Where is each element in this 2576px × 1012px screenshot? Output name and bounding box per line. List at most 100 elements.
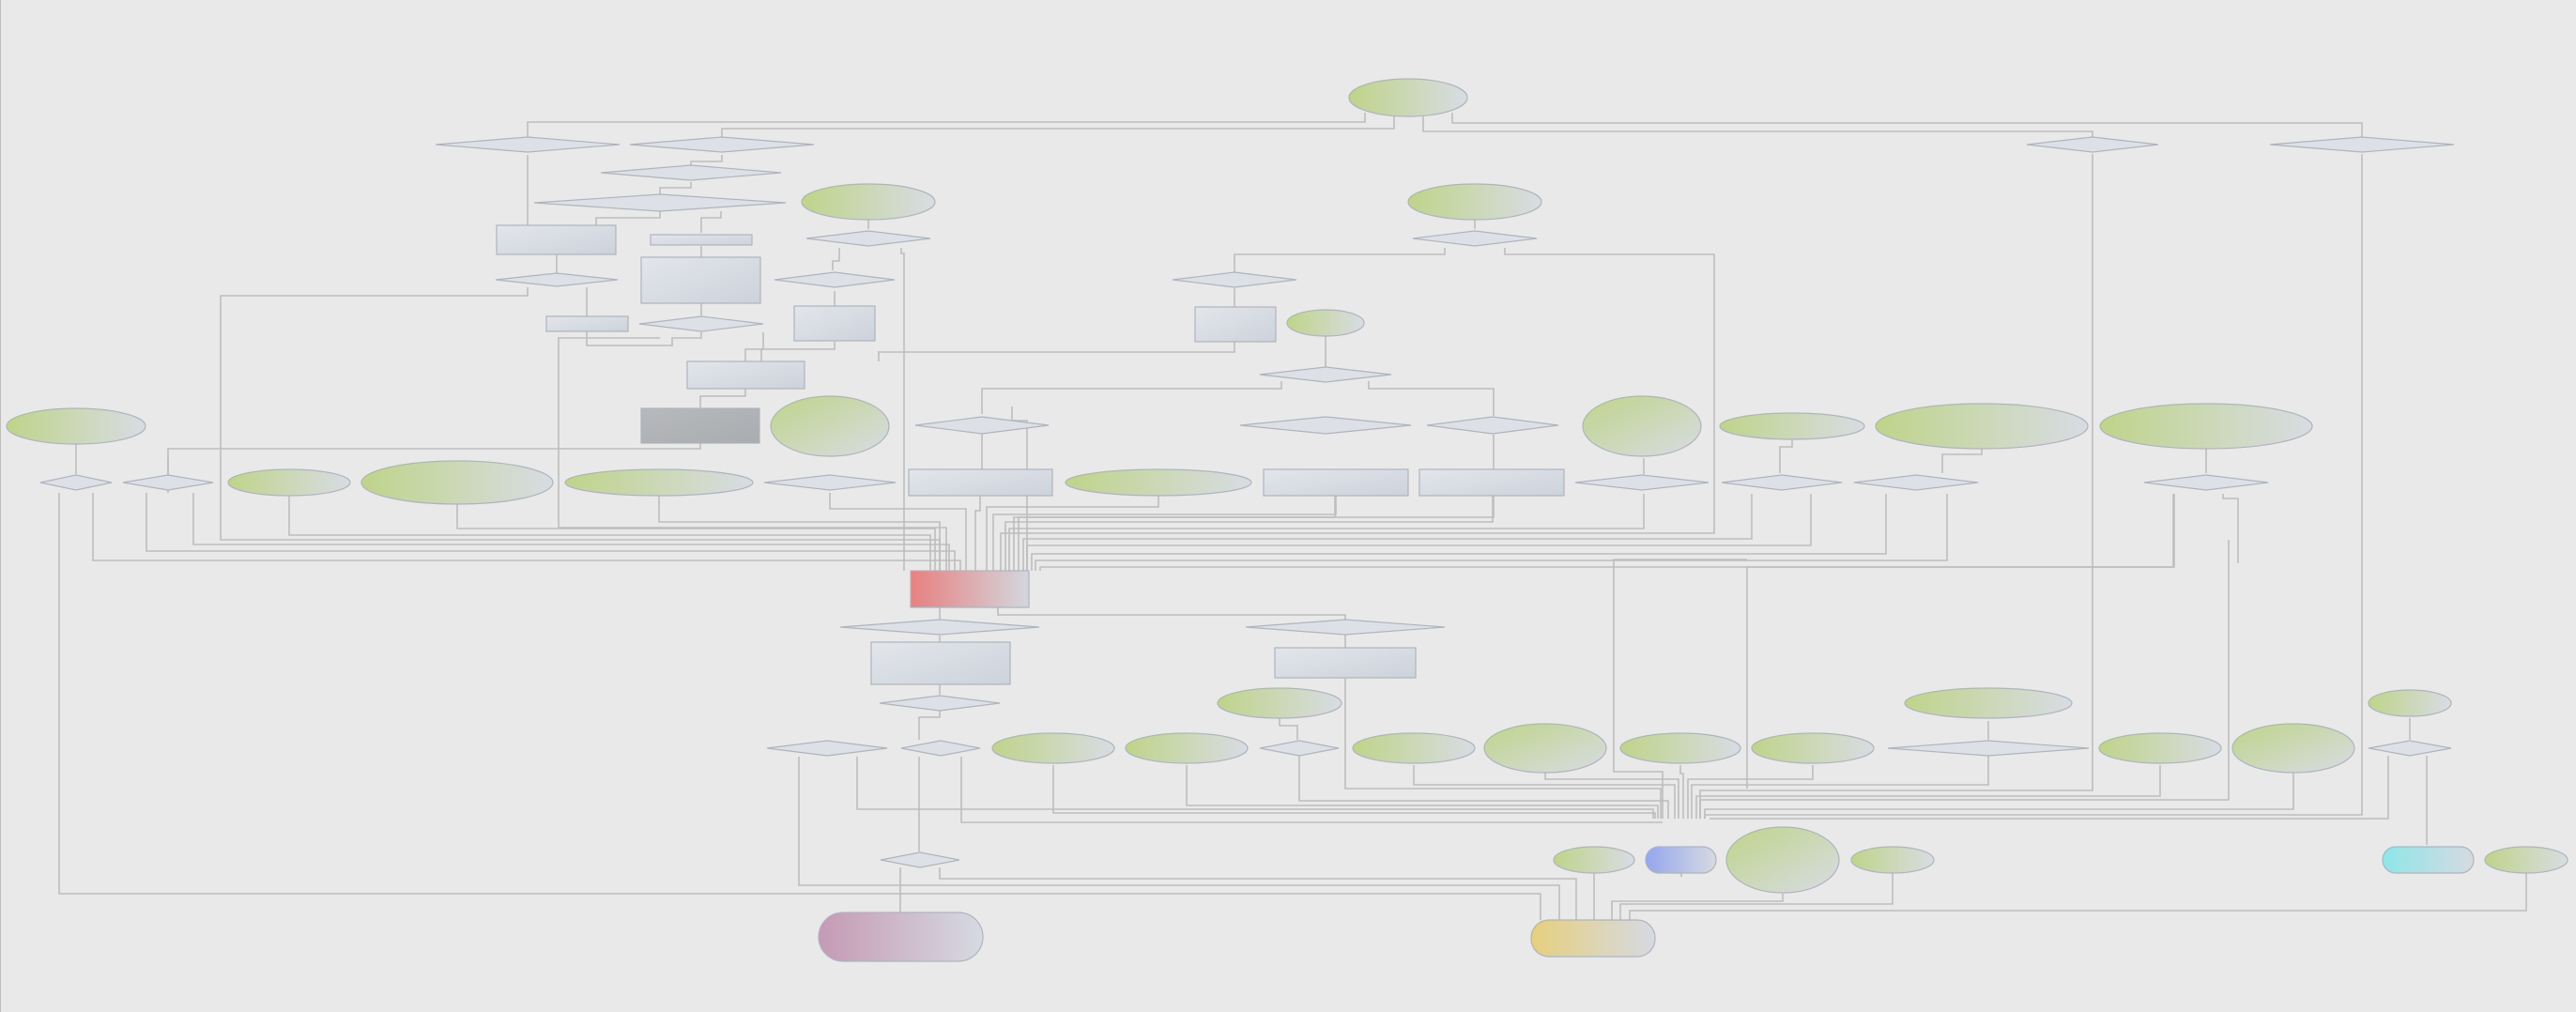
diamond-node[interactable]: [1426, 416, 1559, 435]
cyan-terminal[interactable]: [2382, 846, 2475, 874]
diamond-node[interactable]: [495, 272, 619, 287]
ellipse-node[interactable]: [991, 732, 1115, 764]
rect-node[interactable]: [640, 407, 760, 444]
diamond-node[interactable]: [2368, 740, 2452, 757]
edge: [744, 332, 764, 361]
blue-terminal[interactable]: [1645, 846, 1717, 874]
diamond-node[interactable]: [1259, 740, 1340, 757]
diamond-node[interactable]: [2143, 474, 2269, 491]
diamond-node[interactable]: [638, 315, 764, 332]
ellipse-node[interactable]: [564, 468, 754, 497]
diamond-node[interactable]: [766, 740, 888, 757]
edge: [699, 388, 746, 407]
rect-node[interactable]: [793, 305, 876, 342]
diamond-node[interactable]: [774, 271, 896, 288]
rect-node[interactable]: [1263, 468, 1409, 497]
ellipse-node[interactable]: [2099, 403, 2313, 450]
edge: [986, 494, 1159, 571]
diamond-node[interactable]: [533, 193, 787, 212]
edge: [586, 327, 702, 346]
rect-node[interactable]: [686, 360, 805, 390]
edge: [192, 493, 950, 571]
edge: [1031, 494, 1887, 571]
edge: [829, 493, 967, 571]
ellipse-node[interactable]: [1217, 687, 1342, 719]
diamond-node[interactable]: [1721, 474, 1843, 491]
ellipse-node[interactable]: [770, 395, 890, 457]
diamond-node[interactable]: [1887, 740, 2090, 757]
rect-node[interactable]: [1194, 306, 1277, 343]
diamond-node[interactable]: [1412, 230, 1538, 247]
diamond-node[interactable]: [805, 230, 931, 247]
diamond-node[interactable]: [2269, 136, 2455, 153]
rect-node[interactable]: [496, 224, 617, 255]
diamond-node[interactable]: [879, 695, 1001, 712]
edge: [1699, 540, 2230, 819]
diamond-node[interactable]: [1239, 416, 1412, 435]
diamond-node[interactable]: [880, 851, 960, 868]
diamond-node[interactable]: [1172, 271, 1297, 288]
mauve-terminal[interactable]: [818, 912, 984, 962]
ellipse-node[interactable]: [1407, 183, 1542, 221]
edge: [1026, 494, 1812, 571]
ellipse-node[interactable]: [1582, 395, 1702, 457]
ellipse-node[interactable]: [1065, 468, 1252, 497]
ellipse-node[interactable]: [360, 460, 554, 505]
ellipse-node[interactable]: [1348, 78, 1468, 117]
diamond-node[interactable]: [2026, 136, 2159, 153]
rect-node[interactable]: [545, 315, 629, 332]
rect-node[interactable]: [908, 468, 1053, 497]
diamond-node[interactable]: [1259, 366, 1392, 383]
edge: [960, 757, 1663, 823]
ellipse-node[interactable]: [1719, 412, 1865, 440]
ellipse-node[interactable]: [1352, 732, 1476, 764]
diamond-node[interactable]: [900, 740, 981, 757]
ellipse-node[interactable]: [1850, 846, 1935, 874]
diamond-node[interactable]: [1574, 474, 1710, 491]
rect-node[interactable]: [650, 234, 753, 246]
edge: [700, 211, 722, 233]
ellipse-node[interactable]: [1904, 687, 2073, 719]
diamond-node[interactable]: [1853, 474, 1979, 491]
diamond-node[interactable]: [39, 474, 113, 491]
ellipse-node[interactable]: [2484, 846, 2568, 874]
edge: [146, 493, 956, 571]
ellipse-node[interactable]: [1125, 732, 1249, 764]
diamond-node[interactable]: [839, 619, 1040, 636]
diamond-node[interactable]: [629, 136, 815, 153]
edge: [1413, 765, 1676, 819]
edge: [1687, 765, 1814, 819]
ellipse-node[interactable]: [1875, 403, 2089, 450]
diamond-node[interactable]: [600, 164, 782, 181]
ellipse-node[interactable]: [1751, 732, 1875, 764]
diamond-node[interactable]: [435, 136, 621, 153]
diamond-node[interactable]: [122, 474, 214, 491]
edge: [1039, 494, 2175, 571]
ellipse-node[interactable]: [227, 468, 351, 497]
ellipse-node[interactable]: [801, 183, 936, 221]
edge: [1234, 248, 1446, 274]
diamond-node[interactable]: [1245, 619, 1446, 636]
diamond-node[interactable]: [763, 474, 897, 491]
rect-node[interactable]: [870, 641, 1011, 685]
ellipse-node[interactable]: [6, 407, 146, 445]
ellipse-node[interactable]: [1725, 826, 1840, 894]
rect-node[interactable]: [1418, 468, 1565, 497]
edge: [1746, 494, 2174, 789]
diamond-node[interactable]: [914, 416, 1050, 435]
ellipse-node[interactable]: [2368, 689, 2452, 717]
ellipse-node[interactable]: [1483, 723, 1607, 774]
ellipse-node[interactable]: [1619, 732, 1741, 764]
rect-node[interactable]: [640, 256, 761, 304]
edge: [1279, 717, 1298, 740]
ellipse-node[interactable]: [1286, 309, 1365, 337]
edge: [1368, 381, 1495, 416]
ellipse-node[interactable]: [1553, 846, 1635, 874]
gold-terminal[interactable]: [1530, 919, 1656, 958]
edge: [288, 493, 931, 571]
ellipse-node[interactable]: [2098, 732, 2222, 764]
central-red-process[interactable]: [910, 570, 1030, 608]
rect-node[interactable]: [1274, 647, 1417, 679]
edge: [58, 493, 1541, 920]
ellipse-node[interactable]: [2231, 723, 2355, 774]
